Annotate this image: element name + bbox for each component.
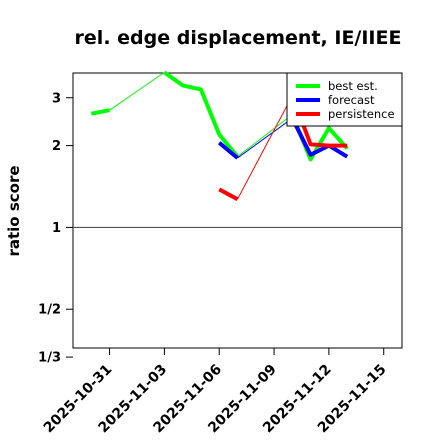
series-line [90, 108, 110, 116]
series-connector [237, 114, 293, 158]
y-tick-label: 2 [52, 139, 61, 154]
series-connector [237, 117, 293, 159]
y-axis-label: ratio score [5, 165, 23, 256]
legend-entry: persistence [328, 107, 395, 121]
series-line [290, 117, 349, 159]
plot-area [72, 72, 403, 349]
y-tick-label: 1/3 [38, 351, 61, 366]
series-line [163, 70, 240, 158]
series-connector [237, 95, 293, 200]
plot-border [72, 72, 403, 349]
y-axis: 1/3 1/2 1 2 3 [38, 91, 73, 366]
series-line [218, 187, 239, 201]
series-connector [109, 71, 165, 111]
y-tick-label: 3 [52, 91, 61, 106]
y-tick-label: 1 [52, 221, 61, 236]
legend-entry: best est. [328, 79, 378, 93]
series-layer [90, 70, 349, 201]
series-line [217, 141, 239, 160]
chart-title: rel. edge displacement, IE/IIEE [75, 27, 402, 49]
x-axis: 2025-10-312025-11-032025-11-062025-11-09… [41, 348, 390, 436]
legend-entry: forecast [328, 93, 375, 107]
series-forecast [217, 117, 349, 160]
y-tick-label: 1/2 [38, 303, 61, 318]
